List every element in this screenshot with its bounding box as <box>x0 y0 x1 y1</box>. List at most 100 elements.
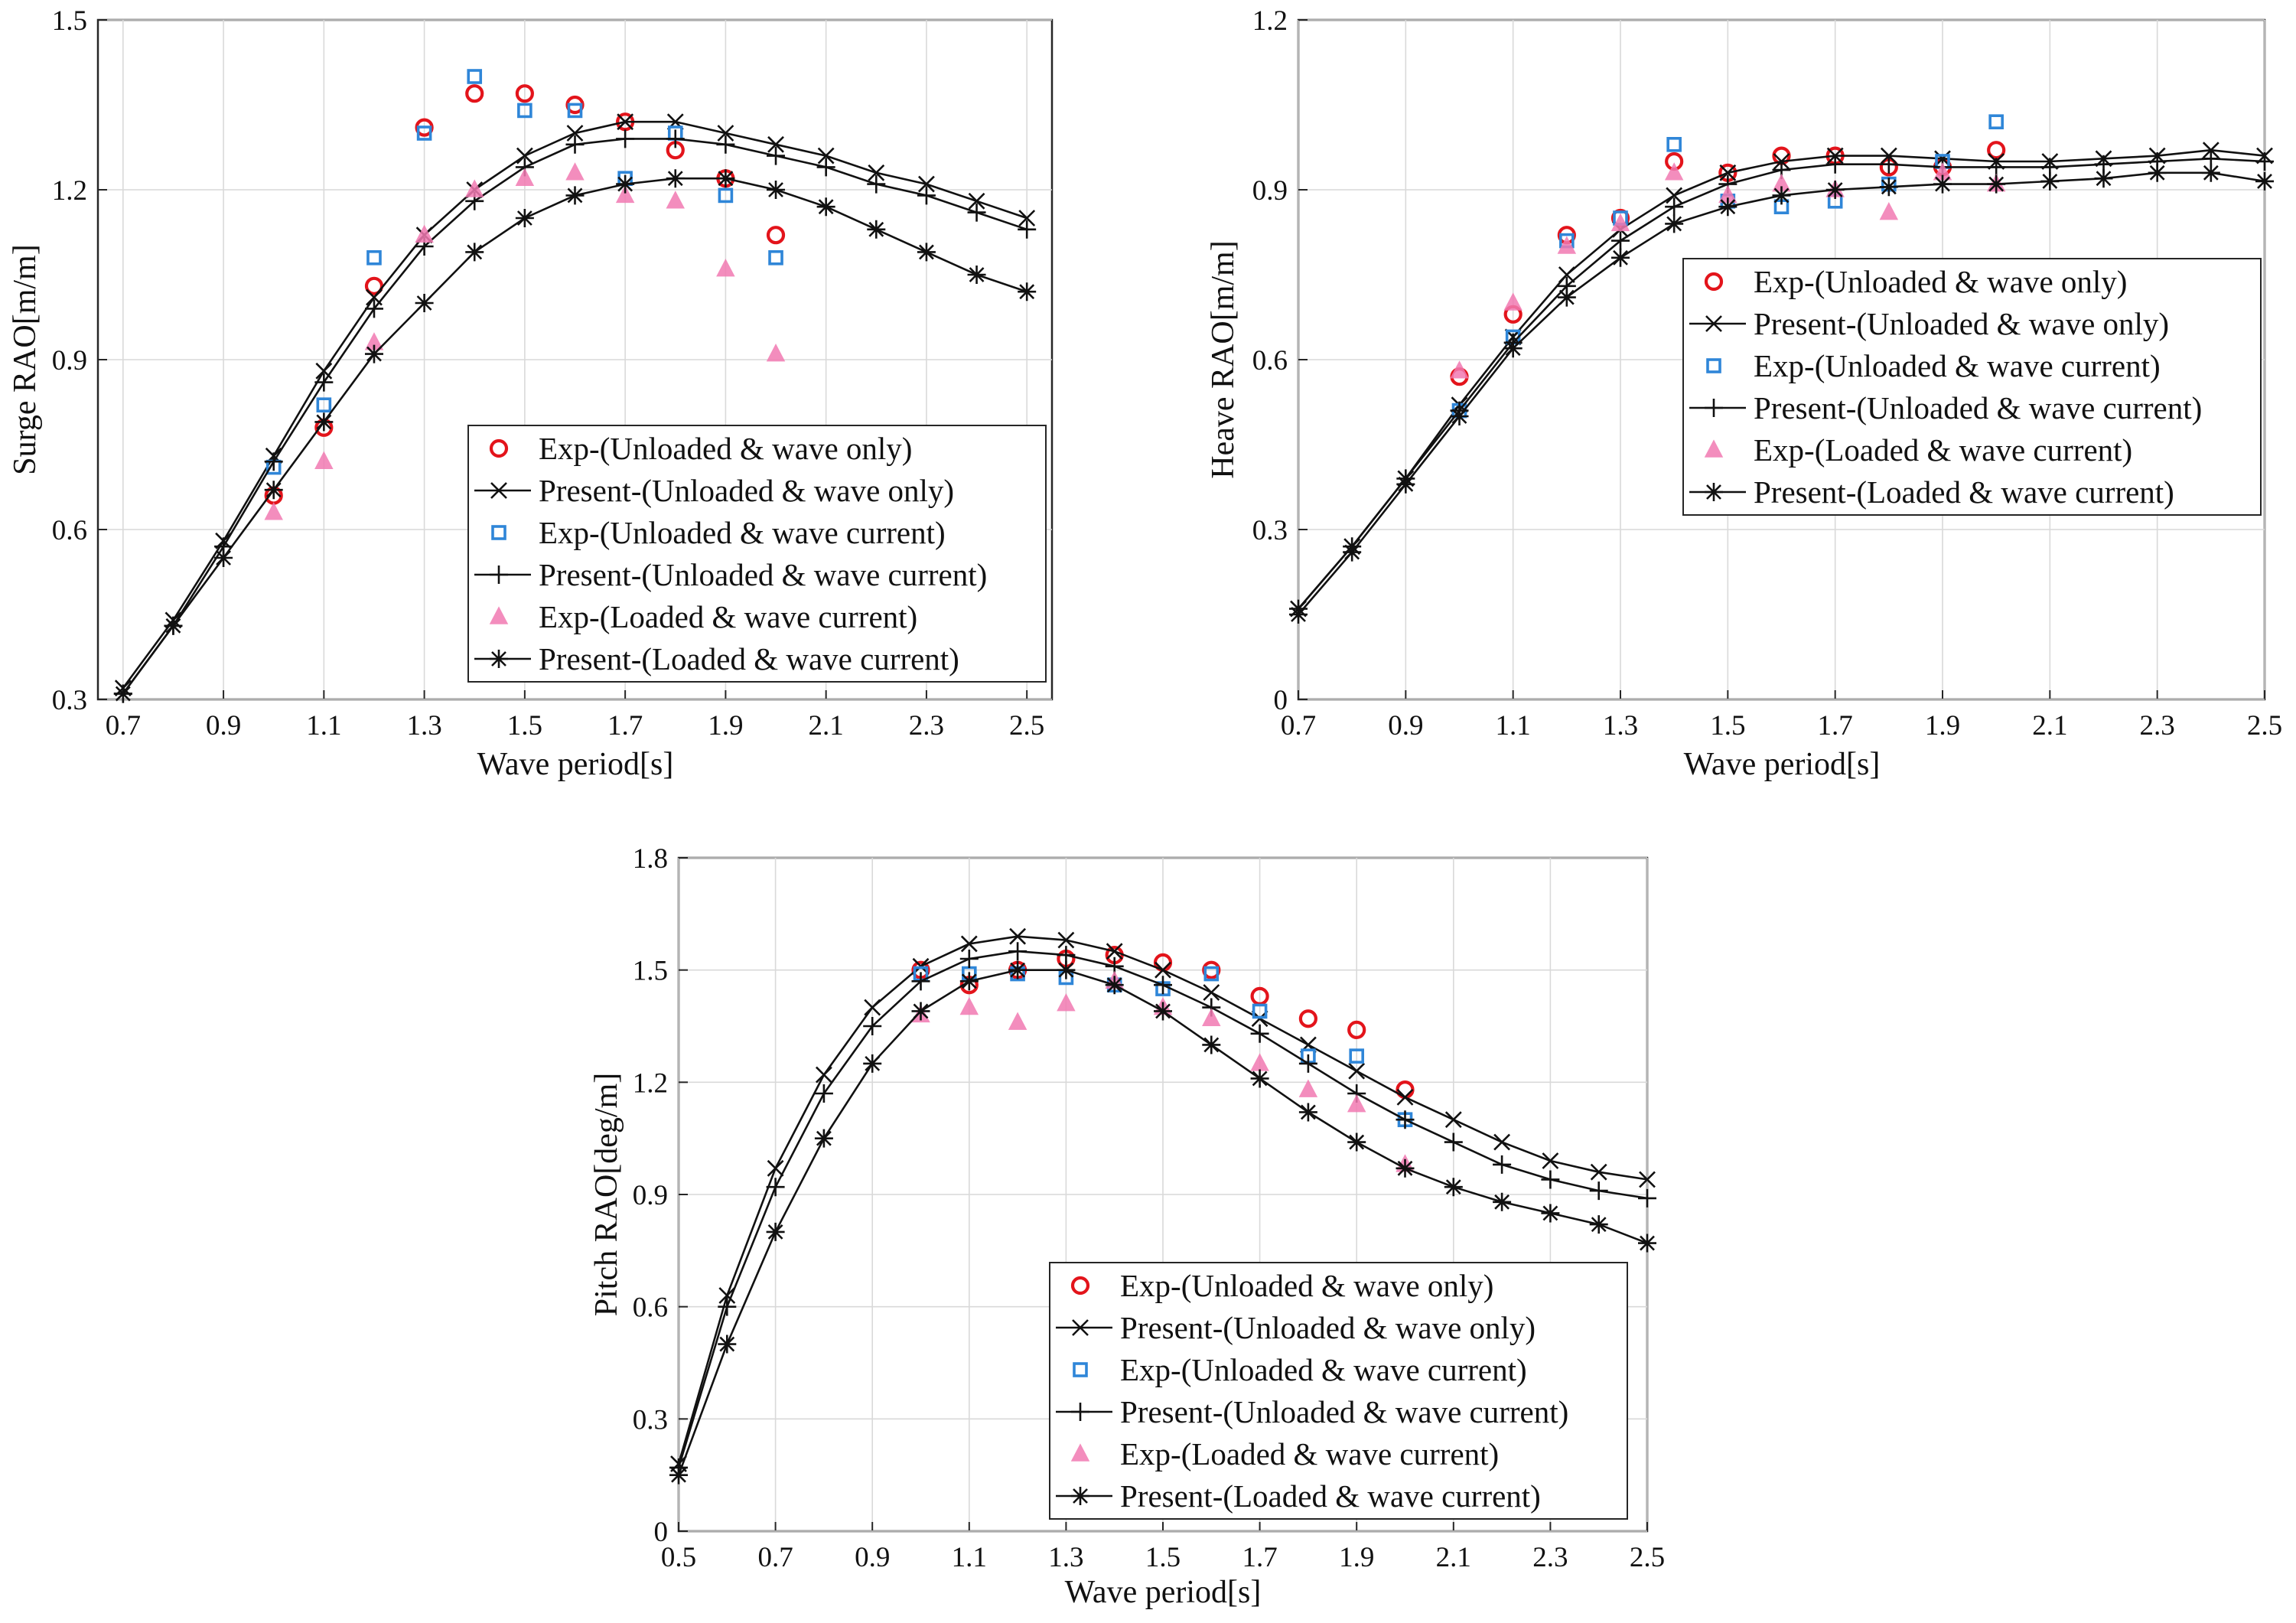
surge-legend-item-6: Present-(Loaded & wave current) <box>474 641 959 676</box>
surge-legend-marker-4 <box>490 565 508 584</box>
pitch-legend-label-6: Present-(Loaded & wave current) <box>1120 1478 1541 1514</box>
surge-series-3-point <box>567 103 583 119</box>
surge-x-tick-label: 2.3 <box>909 710 944 741</box>
surge-x-tick-label: 2.5 <box>1009 710 1044 741</box>
surge-series-6-point <box>515 209 534 227</box>
heave-series-6-point <box>1343 543 1362 562</box>
surge-series-3-point <box>316 397 332 413</box>
surge-series-2-point <box>717 125 734 142</box>
surge-series-6-point <box>816 197 835 217</box>
pitch-y-tick-label: 0.6 <box>633 1292 668 1324</box>
pitch-legend-item-2: Present-(Unloaded & wave only) <box>1056 1310 1536 1345</box>
pitch-x-tick-label: 1.9 <box>1339 1542 1374 1573</box>
surge-series-6-point <box>364 344 383 363</box>
pitch-series-2 <box>670 927 1656 1472</box>
surge-series-6-point <box>314 412 334 432</box>
pitch-legend-marker-1 <box>1070 1276 1090 1295</box>
pitch-series-2-point <box>1590 1163 1607 1181</box>
surge-series-6-point <box>1018 282 1037 301</box>
surge-x-tick-label: 1.9 <box>708 710 743 741</box>
pitch-series-4-point <box>959 950 979 968</box>
heave-legend-label-5: Exp-(Loaded & wave current) <box>1754 432 2132 468</box>
pitch-legend-item-5: Exp-(Loaded & wave current) <box>1070 1436 1499 1471</box>
heave-legend-marker-3 <box>1706 358 1721 373</box>
pitch-series-2-point <box>718 1287 736 1304</box>
heave-series-5-point <box>1664 162 1684 181</box>
surge-y-axis-label: Surge RAO[m/m] <box>8 244 43 474</box>
pitch-legend-marker-2 <box>1072 1319 1089 1336</box>
surge-legend-label-1: Exp-(Unloaded & wave only) <box>539 431 912 466</box>
pitch-x-tick-label: 2.1 <box>1436 1542 1471 1573</box>
pitch-legend-marker-6 <box>1071 1487 1089 1505</box>
pitch-legend-label-4: Present-(Unloaded & wave current) <box>1120 1394 1568 1429</box>
pitch-x-axis-label: Wave period[s] <box>1065 1575 1262 1610</box>
surge-series-5-point <box>666 191 686 209</box>
heave-x-tick-label: 1.9 <box>1925 710 1960 741</box>
surge-series-2-point <box>817 147 835 165</box>
heave-legend-box <box>1682 258 2262 516</box>
heave-series-4-point <box>2255 152 2274 171</box>
heave-series-4-point <box>1665 197 1684 217</box>
pitch-chart: 0.5 0.7 0.9 1.1 1.3 1.5 1.7 1.9 2.1 2.3 2.5 0 0.3 0.… <box>589 843 1665 1610</box>
heave-series-6-point <box>1289 605 1308 624</box>
pitch-y-axis-label: Pitch RAO[deg/m] <box>589 1073 624 1316</box>
heave-series-4-point <box>1611 231 1630 250</box>
heave-series-6-point <box>2148 163 2167 182</box>
surge-x-tick-label: 0.7 <box>106 710 141 741</box>
heave-series-6-point <box>2040 171 2060 191</box>
pitch-legend-label-3: Exp-(Unloaded & wave current) <box>1120 1352 1527 1387</box>
heave-legend-item-5: Exp-(Loaded & wave current) <box>1704 432 2132 468</box>
pitch-series-2-point <box>1444 1111 1462 1129</box>
pitch-series-6-point <box>1202 1035 1221 1054</box>
heave-legend-label-4: Present-(Unloaded & wave current) <box>1754 390 2202 425</box>
surge-series-6-point <box>113 684 132 703</box>
pitch-y-ticks: 0 0.3 0.6 0.9 1.2 1.5 1.8 <box>633 843 668 1548</box>
surge-series-6-point <box>917 243 936 262</box>
pitch-series-4-point <box>1589 1181 1608 1201</box>
pitch-series-6 <box>669 960 1656 1484</box>
heave-legend: Exp-(Unloaded & wave only) Present-(Unloa… <box>1682 258 2262 516</box>
surge-y-tick-label: 0.9 <box>52 345 87 376</box>
pitch-series-6-point <box>911 1002 930 1021</box>
heave-series-6-point <box>1772 186 1791 205</box>
pitch-series-2-point <box>864 999 881 1016</box>
pitch-legend-label-2: Present-(Unloaded & wave only) <box>1120 1310 1536 1345</box>
heave-chart: 0.7 0.9 1.1 1.3 1.5 1.7 1.9 2.1 2.3 2.5 0 0.3 0.6 0.… <box>1206 5 2282 782</box>
heave-x-tick-label: 0.9 <box>1388 710 1423 741</box>
heave-legend-label-3: Exp-(Unloaded & wave current) <box>1754 348 2161 383</box>
surge-legend-marker-1 <box>489 438 509 458</box>
surge-legend: Exp-(Unloaded & wave only) Present-(Unloa… <box>467 425 1047 683</box>
surge-series-6-point <box>465 243 484 262</box>
pitch-series-6-point <box>959 972 979 991</box>
heave-series-6-point <box>1450 407 1469 425</box>
heave-legend-label-2: Present-(Unloaded & wave only) <box>1754 306 2169 341</box>
pitch-series-2-point <box>1542 1152 1559 1169</box>
heave-series-6-point <box>2094 169 2113 188</box>
surge-legend-label-6: Present-(Loaded & wave current) <box>539 641 959 676</box>
surge-series-6-point <box>214 549 233 567</box>
surge-legend-item-3: Exp-(Unloaded & wave current) <box>491 515 946 550</box>
pitch-series-4-point <box>911 972 930 991</box>
pitch-series-2-point <box>1396 1088 1414 1106</box>
surge-series-2-point <box>968 192 985 210</box>
pitch-series-6-point <box>1154 1002 1172 1021</box>
surge-series-6-point <box>767 181 786 199</box>
heave-legend-items: Exp-(Unloaded & wave only) Present-(Unloa… <box>1689 264 2202 510</box>
pitch-x-tick-label: 0.7 <box>757 1542 793 1573</box>
pitch-series-4 <box>669 942 1656 1477</box>
surge-series-3-point <box>517 103 532 119</box>
pitch-series-4-point <box>1154 976 1172 995</box>
pitch-series-4-point <box>863 1017 882 1035</box>
surge-series-4-point <box>767 146 786 165</box>
pitch-legend-label-5: Exp-(Loaded & wave current) <box>1120 1436 1499 1471</box>
pitch-series-6-point <box>1250 1069 1269 1088</box>
pitch-series-2-point <box>767 1159 784 1177</box>
heave-x-tick-label: 1.1 <box>1496 710 1531 741</box>
pitch-x-tick-label: 1.1 <box>952 1542 987 1573</box>
surge-legend-label-4: Present-(Unloaded & wave current) <box>539 557 987 592</box>
pitch-x-ticks: 0.5 0.7 0.9 1.1 1.3 1.5 1.7 1.9 2.1 2.3 2.5 <box>661 1542 1665 1573</box>
heave-legend-item-4: Present-(Unloaded & wave current) <box>1689 390 2202 425</box>
pitch-legend-item-3: Exp-(Unloaded & wave current) <box>1073 1352 1527 1387</box>
pitch-x-tick-label: 1.5 <box>1145 1542 1181 1573</box>
pitch-legend-marker-4 <box>1071 1403 1089 1421</box>
